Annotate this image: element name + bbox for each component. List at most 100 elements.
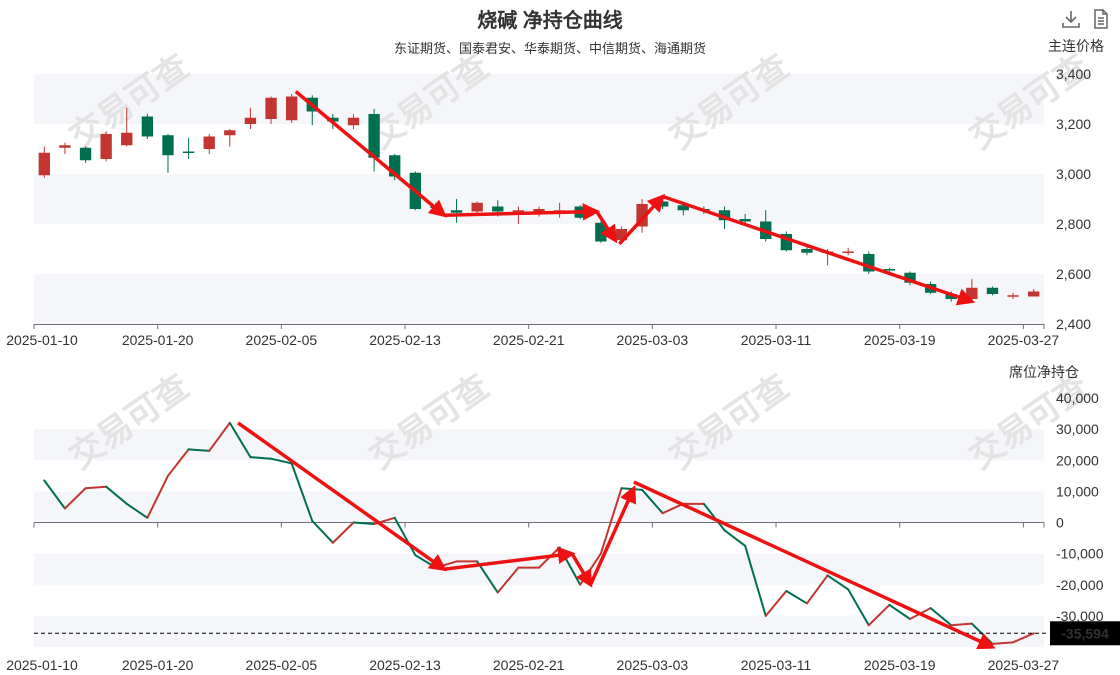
candle: [966, 287, 978, 299]
x-tick-label: 2025-02-13: [369, 332, 441, 348]
x-tick-label: 2025-02-21: [493, 332, 565, 348]
net-position-line: [744, 544, 767, 617]
grid-band: [34, 274, 1044, 324]
document-icon[interactable]: [1090, 8, 1112, 30]
trend-arrow: [662, 194, 976, 306]
y-tick-label: 40,000: [1056, 390, 1099, 406]
net-position-line: [929, 607, 953, 627]
candle: [347, 117, 360, 126]
candle: [38, 152, 50, 176]
watermark: 交易可查: [362, 367, 496, 478]
y-tick-label: 3,200: [1056, 116, 1091, 132]
trend-arrow: [633, 480, 996, 650]
candle: [739, 219, 751, 222]
net-position-line: [764, 589, 788, 617]
candle: [141, 116, 154, 137]
x-tick-label: 2025-03-27: [988, 332, 1060, 348]
candle: [1028, 291, 1040, 297]
candle: [224, 130, 236, 136]
x-tick-label: 2025-02-05: [246, 657, 318, 673]
net-position-line: [476, 560, 499, 594]
candle: [1007, 295, 1019, 297]
net-position-line: [641, 488, 664, 515]
candle: [285, 96, 298, 121]
grid-band: [34, 615, 1044, 647]
net-position-line: [84, 485, 108, 490]
candle: [389, 155, 401, 177]
y-tick-label: -10,000: [1056, 546, 1104, 562]
net-position-line: [352, 521, 376, 526]
x-tick-label: 2025-02-21: [493, 657, 565, 673]
trend-arrow: [618, 193, 666, 246]
net-position-line: [63, 487, 87, 510]
net-position-line: [125, 502, 149, 519]
y-tick-label: 20,000: [1056, 452, 1099, 468]
candle: [512, 210, 525, 212]
candle: [677, 205, 689, 211]
net-position-line: [785, 589, 808, 605]
candle: [244, 117, 257, 124]
net-position-line: [805, 574, 829, 605]
candle: [718, 210, 731, 221]
net-position-line: [290, 462, 314, 522]
candle: [842, 251, 854, 253]
candle: [883, 269, 896, 271]
y-tick-label: -20,000: [1056, 577, 1104, 593]
watermark: 交易可查: [662, 367, 796, 478]
net-position-line: [105, 485, 128, 505]
net-position-line: [331, 521, 355, 544]
net-position-line: [950, 622, 973, 627]
x-tick-label: 2025-01-10: [6, 657, 78, 673]
trend-arrow: [570, 552, 593, 588]
net-position-line: [187, 448, 211, 452]
last-value-label: -35,594: [1061, 625, 1109, 641]
net-position-line: [393, 516, 417, 557]
y-tick-label: 2,400: [1056, 316, 1091, 332]
net-position-line: [496, 566, 520, 594]
candle: [450, 210, 463, 213]
y-axis-label: 主连价格: [1048, 38, 1104, 54]
candle: [533, 209, 545, 212]
net-position-line: [43, 479, 66, 510]
trend-arrow: [588, 485, 637, 586]
candle: [780, 234, 793, 251]
candle: [863, 254, 875, 272]
candle: [368, 114, 380, 158]
candle: [904, 272, 916, 283]
grid-band: [34, 429, 1044, 461]
x-tick-label: 2025-01-10: [6, 332, 78, 348]
trend-arrow: [294, 90, 447, 218]
candle: [801, 249, 813, 253]
x-tick-label: 2025-03-03: [617, 657, 689, 673]
net-position-line: [826, 574, 850, 591]
trend-arrow: [444, 203, 601, 221]
net-position-line: [723, 529, 747, 547]
y-axis-label: 席位净持仓: [1009, 364, 1079, 380]
net-position-line: [249, 456, 273, 460]
x-tick-label: 2025-03-19: [864, 657, 936, 673]
candle: [636, 204, 648, 227]
trend-arrow: [443, 546, 576, 571]
x-tick-label: 2025-01-20: [122, 332, 194, 348]
net-position-line: [867, 603, 891, 627]
x-tick-label: 2025-02-05: [246, 332, 318, 348]
candle: [471, 202, 483, 212]
net-position-line: [661, 502, 685, 515]
candle: [162, 135, 174, 156]
net-position-line: [847, 588, 870, 627]
download-icon[interactable]: [1060, 8, 1082, 30]
grid-band: [34, 491, 1044, 523]
candle: [203, 136, 215, 149]
net-position-line: [702, 502, 726, 532]
candle: [615, 229, 628, 241]
net-position-line: [166, 448, 190, 477]
y-tick-label: 2,800: [1056, 216, 1091, 232]
x-tick-label: 2025-03-11: [741, 657, 812, 673]
net-position-line: [1012, 632, 1035, 644]
x-tick-label: 2025-02-13: [369, 657, 441, 673]
trend-arrow: [595, 210, 618, 244]
candle: [945, 294, 957, 299]
candle: [100, 134, 112, 159]
candle: [265, 97, 277, 119]
